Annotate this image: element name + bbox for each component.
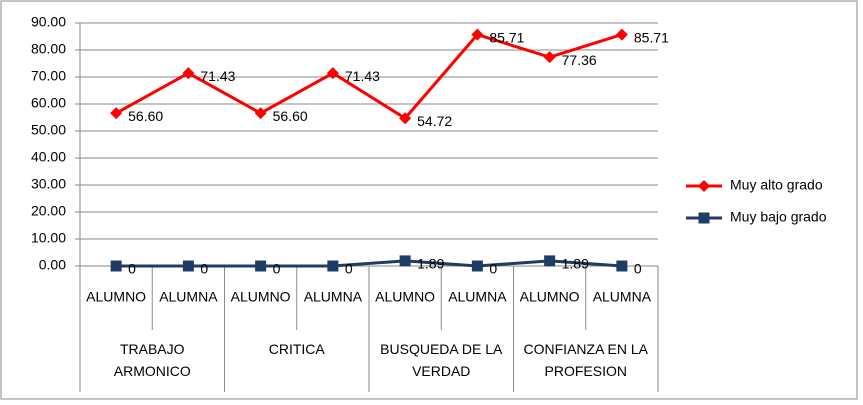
data-label: 0 [128,261,136,277]
y-tick-label: 60.00 [31,95,66,111]
data-label: 77.36 [562,52,597,68]
data-point [615,28,628,41]
data-label: 1.89 [417,256,444,272]
data-label: 85.71 [634,29,669,45]
group-label: CONFIANZA EN LA PROFESION [523,341,648,379]
y-tick-label: 90.00 [31,14,66,30]
y-tick-label: 20.00 [31,203,66,219]
data-point [254,107,267,120]
x-tick-label: ALUMNO [520,289,580,305]
data-point [110,260,122,272]
x-tick-label: ALUMNO [86,289,146,305]
data-point [544,255,556,267]
group-label: BUSQUEDA DE LA VERDAD [380,341,503,379]
data-label: 54.72 [417,113,452,129]
data-label: 0 [200,261,208,277]
data-label: 56.60 [273,108,308,124]
data-point [255,260,267,272]
series-line [115,32,623,121]
data-point [616,260,628,272]
data-point [399,255,411,267]
data-point [471,28,484,41]
data-point [471,260,483,272]
x-tick-label: ALUMNA [593,289,652,305]
data-point [399,112,412,125]
data-label: 71.43 [200,68,235,84]
data-label: 0 [273,261,281,277]
data-label: 1.89 [562,256,589,272]
legend-label: Muy alto grado [730,177,823,193]
data-point [182,260,194,272]
group-label: CRITICA [268,341,325,357]
data-label: 0 [634,261,642,277]
x-tick-label: ALUMNA [304,289,363,305]
data-label: 0 [489,261,497,277]
y-tick-label: 80.00 [31,41,66,57]
x-tick-label: ALUMNO [375,289,435,305]
data-label: 71.43 [345,68,380,84]
x-tick-label: ALUMNA [159,289,218,305]
data-point [698,212,710,224]
data-point [182,67,195,80]
x-tick-label: ALUMNO [231,289,291,305]
y-tick-label: 40.00 [31,149,66,165]
data-point [698,180,710,192]
y-tick-label: 30.00 [31,176,66,192]
series-line [116,259,622,268]
y-tick-label: 10.00 [31,230,66,246]
y-tick-label: 70.00 [31,68,66,84]
data-point [327,260,339,272]
legend-label: Muy bajo grado [730,209,827,225]
data-point [326,67,339,80]
x-tick-label: ALUMNA [448,289,507,305]
y-tick-label: 0.00 [39,257,66,273]
data-label: 0 [345,261,353,277]
data-label: 56.60 [128,108,163,124]
data-point [543,51,556,64]
data-point [110,107,123,120]
data-label: 85.71 [489,29,524,45]
group-label: TRABAJO ARMONICO [113,341,191,379]
y-tick-label: 50.00 [31,122,66,138]
